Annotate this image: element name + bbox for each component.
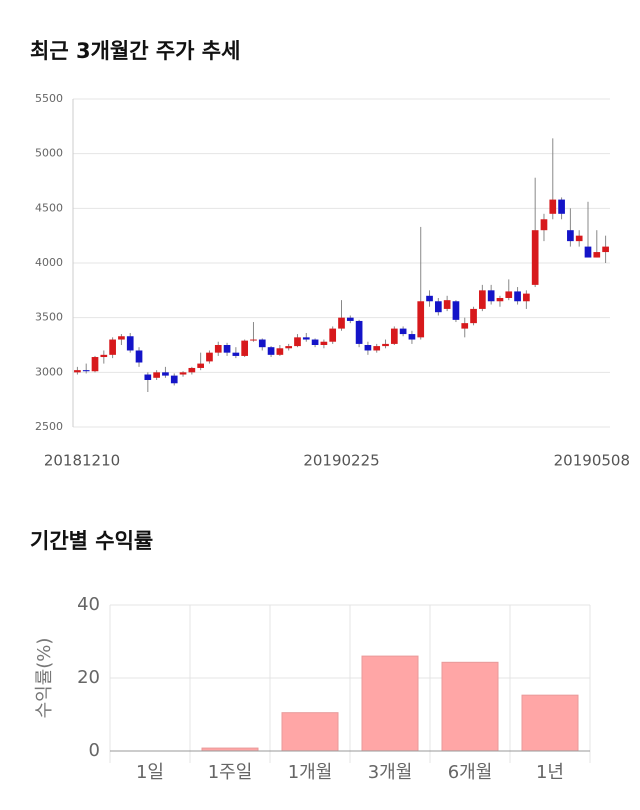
candle-body (584, 246, 592, 258)
candle-body (170, 375, 178, 384)
x-tick-label: 6개월 (448, 762, 493, 783)
bar (521, 694, 579, 752)
candle-body (373, 346, 381, 351)
y-tick-label: 3000 (35, 365, 63, 378)
candle-body (364, 345, 372, 351)
y-axis-label: 수익률(%) (34, 638, 55, 719)
candle-body (593, 252, 601, 258)
candle-body (302, 337, 310, 340)
candle-body (496, 297, 504, 302)
x-tick-label: 20190508 (554, 452, 630, 470)
x-tick-label: 1일 (136, 762, 164, 783)
y-tick-label: 4500 (35, 201, 63, 214)
candle-body (549, 199, 557, 214)
candle-body (567, 230, 574, 242)
candle-body (443, 300, 451, 309)
x-tick-label: 1개월 (288, 762, 333, 783)
candle-body (144, 374, 152, 380)
x-tick-label: 20190225 (303, 452, 379, 470)
chart-title: 기간별 수익률 (30, 529, 153, 553)
candle-body (461, 323, 469, 329)
y-tick-label: 5500 (35, 92, 63, 105)
candle-body (338, 317, 345, 329)
candle-body (408, 334, 416, 340)
candle-body (214, 345, 222, 353)
candle-body (162, 372, 169, 376)
candle-body (355, 320, 363, 344)
candle-body (426, 295, 433, 302)
candle-body (523, 293, 530, 302)
candle-body (294, 337, 301, 347)
candle-body (540, 219, 548, 231)
candle-body (531, 230, 539, 285)
candle-body (250, 339, 257, 341)
candle-body (232, 352, 240, 356)
candle-body (74, 370, 81, 373)
candle-body (179, 372, 187, 375)
candle-body (118, 336, 125, 340)
bar (441, 661, 499, 752)
y-tick-label: 0 (89, 740, 100, 761)
candle-body (382, 343, 389, 347)
candle-body (223, 345, 231, 353)
x-tick-label: 1주일 (208, 762, 253, 783)
candle-body (434, 301, 442, 313)
candle-body (514, 291, 521, 302)
y-tick-label: 20 (77, 667, 100, 688)
candle-body (135, 350, 143, 363)
candle-body (505, 291, 513, 298)
y-tick-label: 4000 (35, 256, 63, 269)
y-tick-label: 5000 (35, 147, 63, 160)
candle-body (320, 341, 328, 345)
x-tick-label: 1년 (536, 762, 564, 783)
x-tick-label: 3개월 (368, 762, 413, 783)
candle-body (126, 336, 134, 351)
candle-body (470, 308, 477, 324)
candle-body (479, 290, 486, 309)
y-tick-label: 40 (77, 594, 100, 615)
candle-body (91, 357, 99, 372)
bar (281, 712, 339, 752)
candle-body (267, 347, 275, 355)
candle-body (188, 367, 196, 373)
candle-body (285, 346, 293, 349)
candle-body (109, 339, 116, 355)
y-tick-label: 2500 (35, 420, 63, 433)
candle-body (100, 354, 108, 358)
candle-body (575, 235, 583, 242)
candle-body (487, 290, 495, 302)
candle-body (82, 370, 90, 372)
candle-body (390, 328, 398, 344)
candle-body (153, 372, 160, 378)
candle-body (417, 301, 425, 338)
bar (361, 655, 419, 752)
candle-body (206, 352, 213, 362)
candle-body (329, 328, 337, 342)
candle-body (197, 363, 204, 368)
candle-body (452, 301, 460, 320)
candle-body (276, 348, 284, 355)
x-tick-label: 20181210 (44, 452, 120, 470)
candle-body (602, 246, 609, 253)
chart-title: 최근 3개월간 주가 추세 (30, 39, 240, 63)
candle-body (399, 328, 407, 335)
candle-body (258, 339, 266, 348)
candle-body (241, 340, 249, 356)
y-tick-label: 3500 (35, 311, 63, 324)
candle-body (346, 317, 354, 321)
candle-body (311, 339, 319, 345)
candle-body (558, 199, 565, 214)
